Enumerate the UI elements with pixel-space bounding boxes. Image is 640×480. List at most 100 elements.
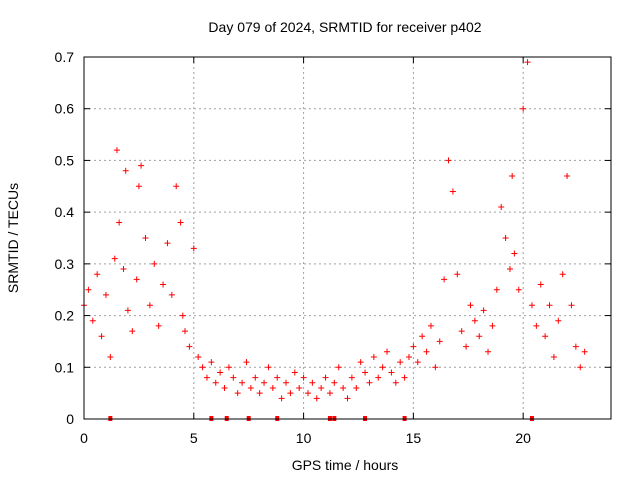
data-point [203, 374, 210, 381]
data-point [441, 276, 448, 283]
data-point [265, 364, 272, 371]
data-point [348, 374, 355, 381]
data-point [252, 374, 259, 381]
data-point [542, 333, 549, 340]
data-point [304, 390, 311, 397]
data-point [379, 364, 386, 371]
data-point [410, 343, 417, 350]
data-point [392, 379, 399, 386]
data-point [533, 322, 540, 329]
data-point [476, 333, 483, 340]
x-tick-label: 0 [80, 430, 88, 446]
data-point [581, 348, 588, 355]
y-tick-label: 0.7 [55, 49, 75, 65]
data-point [436, 338, 443, 345]
data-point [146, 302, 153, 309]
data-point [353, 384, 360, 391]
y-tick-label: 0.4 [55, 204, 75, 220]
data-point [212, 379, 219, 386]
data-point [278, 395, 285, 402]
data-point [509, 172, 516, 179]
data-point [164, 240, 171, 247]
data-point [463, 343, 470, 350]
data-point [179, 312, 186, 319]
data-point [449, 188, 456, 195]
data-point [261, 379, 268, 386]
data-point [225, 364, 232, 371]
data-point [550, 353, 557, 360]
y-tick-label: 0 [66, 411, 74, 427]
data-point [498, 203, 505, 210]
data-point [445, 157, 452, 164]
data-point [471, 317, 478, 324]
data-point [102, 291, 109, 298]
plot-frame [83, 56, 612, 420]
data-point [357, 359, 364, 366]
data-point [370, 353, 377, 360]
data-point [283, 379, 290, 386]
data-point [493, 286, 500, 293]
data-point [107, 353, 114, 360]
data-point [234, 390, 241, 397]
data-point [419, 333, 426, 340]
data-point [138, 162, 145, 169]
x-axis-ticks: 0 5 10 15 20 [80, 57, 531, 446]
data-point [168, 291, 175, 298]
data-point [423, 348, 430, 355]
x-tick-label: 15 [406, 430, 422, 446]
data-point [322, 374, 329, 381]
data-point [116, 219, 123, 226]
data-point [142, 235, 149, 241]
data-point [388, 369, 395, 376]
data-point [454, 271, 461, 278]
data-point [506, 266, 513, 273]
data-point [243, 359, 250, 366]
data-point [256, 390, 263, 397]
data-point [173, 183, 180, 190]
data-point [177, 219, 184, 226]
data-point [269, 384, 276, 391]
data-point [129, 328, 136, 335]
data-point [362, 369, 369, 376]
data-point [190, 245, 197, 252]
data-point [511, 250, 518, 257]
data-point [221, 384, 228, 391]
data-point [151, 260, 158, 267]
data-point [344, 395, 351, 402]
data-point [528, 302, 535, 309]
data-point [405, 353, 412, 360]
y-axis-ticks: 0 0.1 0.2 0.3 0.4 0.5 0.6 0.7 [55, 49, 611, 427]
data-point [296, 384, 303, 391]
data-points [81, 59, 588, 402]
data-point [98, 333, 105, 340]
data-point [375, 374, 382, 381]
data-point [160, 281, 167, 288]
data-point [274, 374, 281, 381]
data-point [537, 281, 544, 288]
data-point [384, 348, 391, 355]
data-point [489, 322, 496, 329]
data-point [318, 384, 325, 391]
x-axis-label: GPS time / hours [292, 457, 399, 473]
x-tick-label: 5 [190, 430, 198, 446]
data-point [326, 390, 333, 397]
data-point [340, 384, 347, 391]
data-point [247, 384, 254, 391]
y-tick-label: 0.6 [55, 101, 75, 117]
data-point [331, 379, 338, 386]
data-point [208, 359, 215, 366]
data-point [111, 255, 118, 262]
data-point [122, 167, 129, 174]
data-point [458, 328, 465, 335]
y-tick-label: 0.5 [55, 152, 75, 168]
data-point [313, 395, 320, 402]
data-point [300, 374, 307, 381]
data-point [217, 369, 224, 376]
x-tick-label: 10 [296, 430, 312, 446]
data-point [239, 379, 246, 386]
data-point [485, 348, 492, 355]
data-point [94, 271, 101, 278]
data-point [577, 364, 584, 371]
data-point [564, 172, 571, 179]
